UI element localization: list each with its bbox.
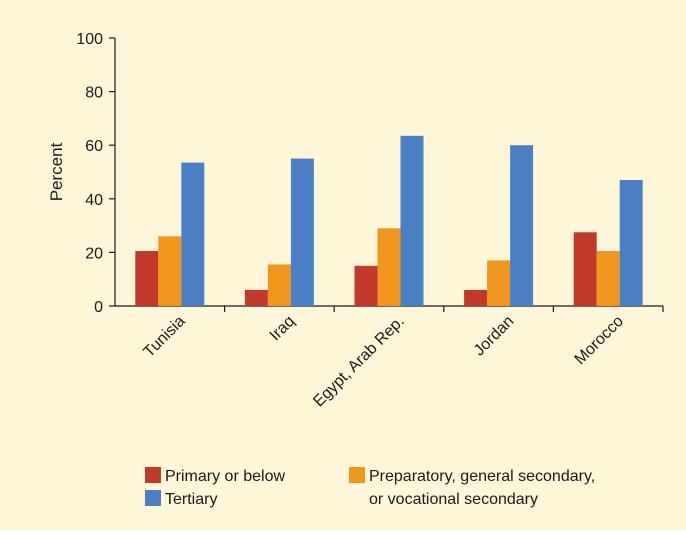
bar-primary [354, 265, 378, 306]
legend: Primary or below Tertiary Preparatory, g… [145, 467, 595, 508]
bar-preparatory [158, 236, 182, 306]
bar-tertiary [510, 145, 534, 306]
bar-tertiary [290, 158, 314, 306]
bar-preparatory [267, 264, 291, 306]
bar-primary [135, 251, 159, 306]
x-tick-label: Tunisia [141, 313, 189, 361]
legend-swatch-preparatory [349, 467, 365, 483]
bar-tertiary [181, 162, 205, 306]
bar-tertiary [619, 180, 643, 306]
legend-label-preparatory-line2: or vocational secondary [369, 491, 538, 508]
bars [135, 135, 643, 306]
x-tick-label: Jordan [471, 313, 518, 360]
y-tick-label: 0 [94, 299, 103, 316]
legend-label-tertiary: Tertiary [165, 491, 217, 508]
y-tick-label: 100 [76, 31, 103, 48]
y-tick-label: 20 [85, 245, 103, 262]
x-tick-label: Iraq [267, 313, 299, 345]
x-tick-label: Egypt, Arab Rep. [310, 313, 408, 411]
legend-swatch-primary [145, 467, 161, 483]
bar-preparatory [596, 251, 620, 306]
tick-labels: 0 20 40 60 80 100 Tunisia Iraq Egypt, Arab Rep. J… [76, 31, 627, 410]
legend-swatch-tertiary [145, 490, 161, 506]
y-axis-label: Percent [47, 142, 66, 201]
bar-preparatory [377, 228, 401, 306]
bar-primary [464, 289, 488, 306]
bar-primary [244, 289, 268, 306]
bar-tertiary [400, 135, 424, 306]
x-tick-label: Morocco [572, 313, 627, 368]
bar-preparatory [487, 260, 511, 306]
y-tick-label: 80 [85, 85, 103, 102]
y-tick-label: 40 [85, 192, 103, 209]
bar-primary [573, 232, 597, 306]
y-tick-label: 60 [85, 138, 103, 155]
legend-label-primary: Primary or below [165, 468, 285, 485]
legend-label-preparatory-line1: Preparatory, general secondary, [369, 468, 595, 485]
